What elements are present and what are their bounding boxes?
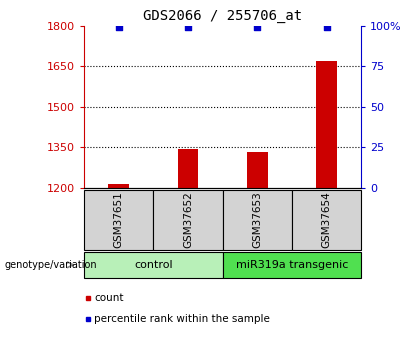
Bar bbox=[108, 184, 129, 188]
Text: GSM37652: GSM37652 bbox=[183, 191, 193, 248]
Text: control: control bbox=[134, 260, 173, 270]
Bar bbox=[316, 61, 337, 188]
Bar bbox=[247, 151, 268, 188]
Text: GDS2066 / 255706_at: GDS2066 / 255706_at bbox=[143, 9, 302, 23]
Text: genotype/variation: genotype/variation bbox=[4, 260, 97, 270]
Point bbox=[115, 25, 122, 30]
Text: miR319a transgenic: miR319a transgenic bbox=[236, 260, 348, 270]
Text: GSM37654: GSM37654 bbox=[322, 191, 331, 248]
Point bbox=[185, 25, 192, 30]
Bar bbox=[178, 149, 198, 188]
Text: GSM37653: GSM37653 bbox=[252, 191, 262, 248]
Point bbox=[254, 25, 260, 30]
Point bbox=[323, 24, 330, 29]
Text: count: count bbox=[94, 294, 124, 303]
Text: percentile rank within the sample: percentile rank within the sample bbox=[94, 314, 270, 324]
Text: GSM37651: GSM37651 bbox=[114, 191, 123, 248]
